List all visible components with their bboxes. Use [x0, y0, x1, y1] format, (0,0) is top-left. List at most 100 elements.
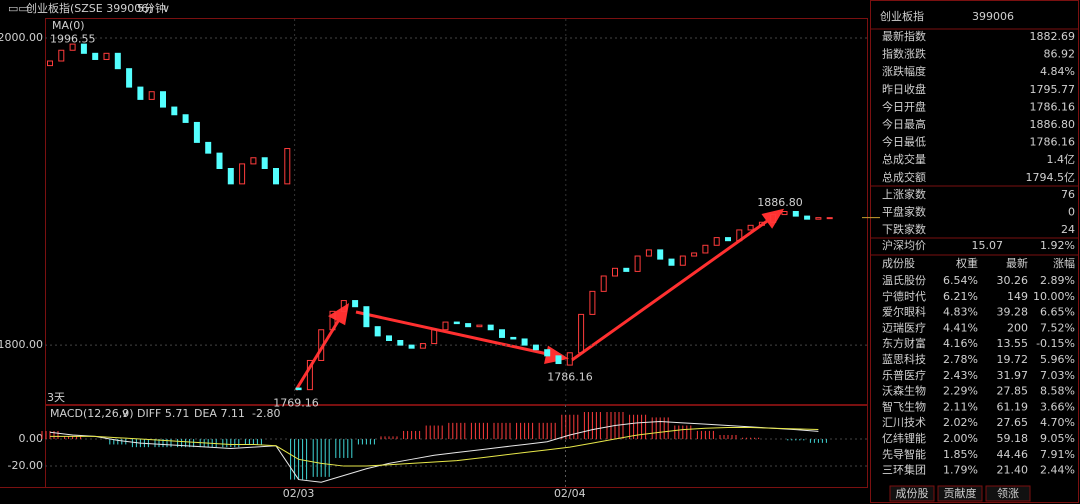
- candle: [453, 321, 460, 325]
- main-frame: [45, 18, 868, 405]
- cell: 4.83%: [943, 306, 978, 319]
- period-caret[interactable]: ∨: [162, 2, 170, 15]
- candle: [645, 249, 652, 257]
- stock-name: 汇川技术: [882, 416, 926, 429]
- candle: [318, 329, 325, 361]
- candle: [386, 335, 392, 341]
- candle: [103, 52, 110, 60]
- candle: [284, 148, 291, 185]
- period-label: 3天: [47, 391, 65, 404]
- price-annotation: 1886.80: [757, 196, 803, 209]
- row-value: 1786.16: [1030, 136, 1076, 149]
- cell: 4.16%: [943, 337, 978, 350]
- index-name: 创业板指: [880, 9, 924, 23]
- candle: [804, 215, 811, 220]
- cell: 200: [1007, 321, 1028, 334]
- candle: [600, 275, 607, 292]
- candle: [792, 211, 799, 217]
- candle: [736, 229, 743, 242]
- avg-price: 15.07: [972, 239, 1004, 252]
- candle: [770, 214, 777, 223]
- cell: 5.96%: [1040, 353, 1075, 366]
- cell: 3.66%: [1040, 400, 1075, 413]
- row-value: 0: [1068, 206, 1075, 219]
- cell: -0.15%: [1036, 337, 1075, 350]
- column-header: 最新: [1006, 256, 1028, 270]
- cell: 27.85: [997, 385, 1029, 398]
- macd-line: [49, 420, 819, 483]
- cell: 30.26: [997, 274, 1029, 287]
- candle: [725, 237, 731, 242]
- cell: 59.18: [997, 432, 1029, 445]
- row-label: 总成交额: [882, 170, 926, 184]
- candle: [363, 306, 370, 328]
- candle: [205, 141, 212, 154]
- candle: [374, 326, 381, 337]
- y-tick-label: 0.00: [19, 432, 44, 445]
- candle: [295, 387, 302, 391]
- candle: [657, 249, 664, 260]
- tab-label[interactable]: 贡献度: [944, 486, 977, 500]
- x-tick-label: 02/03: [283, 487, 315, 500]
- tab[interactable]: [889, 485, 935, 502]
- cell: 7.03%: [1040, 369, 1075, 382]
- cell: 6.21%: [943, 290, 978, 303]
- row-label: 昨日收盘: [882, 82, 926, 96]
- candle: [171, 106, 178, 116]
- tab[interactable]: [937, 485, 983, 502]
- row-value: 1795.77: [1030, 83, 1076, 96]
- cell: 44.46: [997, 448, 1029, 461]
- cell: 9.05%: [1040, 432, 1075, 445]
- tab[interactable]: [985, 485, 1031, 502]
- cell: 149: [1007, 290, 1028, 303]
- cell: 2.89%: [1040, 274, 1075, 287]
- symbol[interactable]: 创业板指(SZSE 399006): [26, 1, 153, 15]
- stock-name: 三环集团: [882, 463, 926, 477]
- column-header: 涨幅: [1053, 257, 1075, 270]
- candle: [58, 49, 65, 62]
- candle: [566, 352, 573, 366]
- candle: [114, 52, 121, 70]
- row-label: 下跌家数: [882, 222, 926, 236]
- candle: [713, 237, 720, 246]
- candle: [578, 313, 585, 354]
- row-label: 最新指数: [882, 29, 926, 43]
- diff-label: DIFF 5.71: [137, 407, 189, 420]
- candle: [261, 157, 268, 169]
- candle: [69, 43, 76, 51]
- cell: 2.44%: [1040, 464, 1075, 477]
- candle: [465, 323, 472, 328]
- cell: 2.11%: [943, 400, 978, 413]
- price-annotation: 1996.55: [50, 32, 96, 45]
- column-header: 成份股: [882, 257, 915, 270]
- candle: [691, 252, 698, 257]
- cell: 6.54%: [943, 274, 978, 287]
- candle: [340, 300, 347, 312]
- row-value: 1886.80: [1030, 118, 1076, 131]
- period[interactable]: 5分钟: [137, 1, 166, 15]
- stock-name: 乐普医疗: [882, 368, 926, 382]
- window-icon[interactable]: ▭▭: [8, 2, 29, 15]
- candle: [781, 211, 788, 216]
- stock-name: 亿纬锂能: [882, 431, 926, 445]
- row-label: 今日最高: [882, 117, 926, 131]
- candle: [408, 344, 415, 349]
- candle: [239, 163, 246, 185]
- macd-title: MACD(12,26,9): [50, 407, 134, 420]
- stock-name: 宁德时代: [882, 289, 926, 303]
- price-annotation: 1786.16: [547, 370, 593, 383]
- tab-label[interactable]: 领涨: [997, 487, 1019, 500]
- cell: 10.00%: [1033, 290, 1075, 303]
- cell: 31.97: [997, 369, 1029, 382]
- cell: 4.41%: [943, 321, 978, 334]
- candle: [352, 300, 359, 308]
- candle: [216, 152, 223, 169]
- row-label: 今日最低: [882, 135, 926, 149]
- tab-label[interactable]: 成份股: [896, 487, 929, 500]
- candle: [758, 221, 765, 226]
- cell: 7.52%: [1040, 321, 1075, 334]
- candle: [306, 359, 313, 391]
